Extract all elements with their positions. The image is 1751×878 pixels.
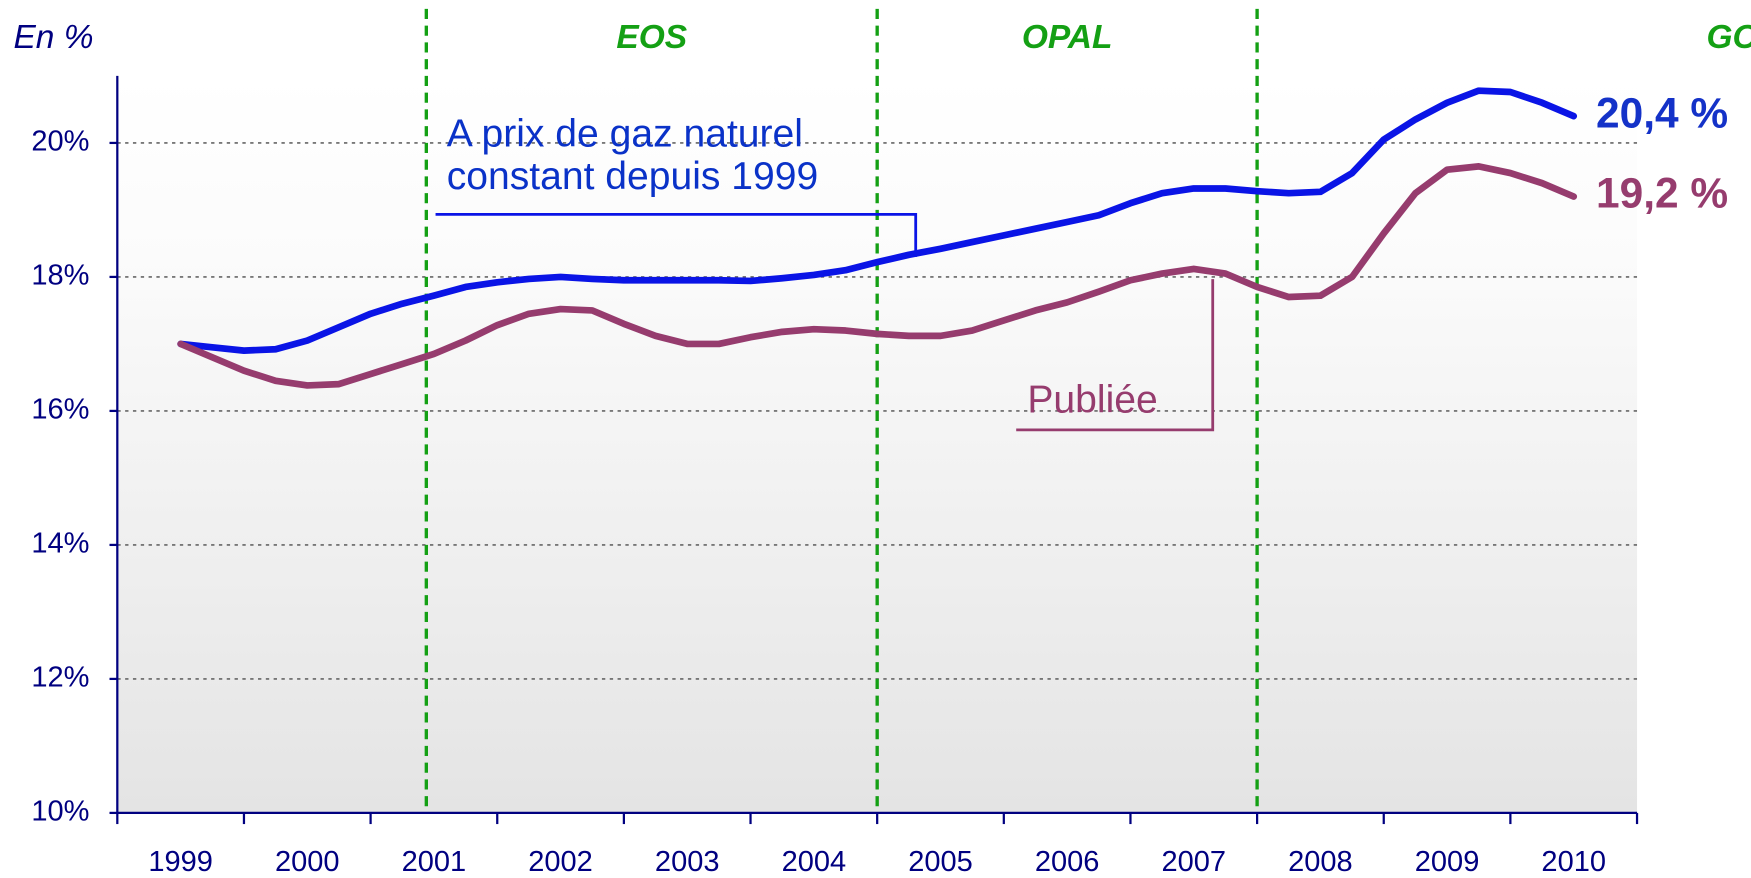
end-label: 20,4 % (1596, 89, 1728, 136)
x-tick-label: 2006 (1035, 846, 1100, 878)
x-tick-label: 2003 (655, 846, 720, 878)
phase-label: GOAL (1706, 19, 1751, 56)
y-tick-label: 18% (31, 260, 89, 292)
y-tick-label: 16% (31, 394, 89, 426)
x-tick-label: 2010 (1541, 846, 1606, 878)
y-tick-label: 14% (31, 528, 89, 560)
y-tick-label: 20% (31, 126, 89, 158)
annotation-leader (1016, 279, 1215, 432)
annotation: Publiée (1027, 378, 1157, 421)
x-tick-label: 1999 (148, 846, 213, 878)
x-tick-label: 2001 (402, 846, 467, 878)
y-axis-title: En % (13, 19, 93, 56)
x-tick-label: 2008 (1288, 846, 1353, 878)
x-tick-label: 2005 (908, 846, 973, 878)
phase-label: EOS (616, 19, 687, 56)
x-tick-label: 2000 (275, 846, 340, 878)
y-tick-label: 10% (31, 796, 89, 828)
phase-label: OPAL (1022, 19, 1113, 56)
annotation-leader (435, 212, 918, 257)
annotation: constant depuis 1999 (447, 155, 819, 198)
series-line (177, 163, 1578, 389)
end-label: 19,2 % (1596, 170, 1728, 217)
series-line (177, 87, 1578, 354)
annotation: A prix de gaz naturel (447, 113, 803, 156)
x-tick-label: 2004 (782, 846, 847, 878)
y-tick-label: 12% (31, 662, 89, 694)
x-tick-label: 2007 (1162, 846, 1227, 878)
x-tick-label: 2009 (1415, 846, 1480, 878)
x-tick-label: 2002 (528, 846, 593, 878)
